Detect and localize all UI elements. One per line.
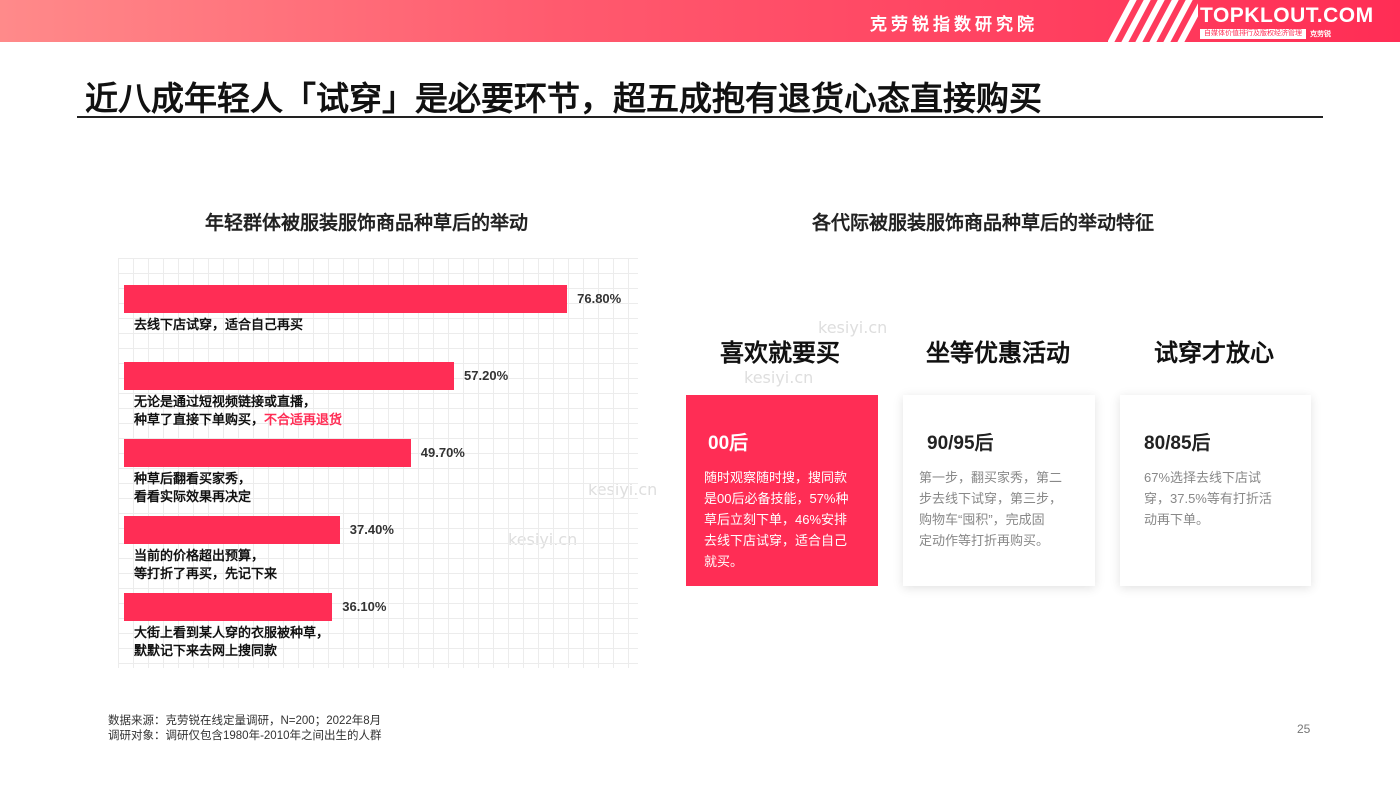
header-stripes-decoration: [1108, 0, 1198, 42]
category-line: 无论是通过短视频链接或直播，: [134, 394, 317, 409]
generation-label: 00后: [708, 433, 749, 454]
generation-heading-00: 喜欢就要买: [720, 340, 840, 367]
description-line: 步去线下试穿，第三步，: [919, 491, 1063, 506]
data-source-note: 数据来源：克劳锐在线定量调研，N=200；2022年8月: [108, 715, 382, 727]
bar-category-label: 种草后翻看买家秀， 看看实际效果再决定: [134, 470, 251, 506]
description-line: 动再下单。: [1144, 512, 1210, 527]
generation-heading-90: 坐等优惠活动: [926, 340, 1070, 367]
brand-sub-name: 克劳锐: [1310, 31, 1331, 38]
bar-category-label: 无论是通过短视频链接或直播， 种草了直接下单购买，不合适再退货: [134, 393, 342, 429]
page-title: 近八成年轻人「试穿」是必要环节，超五成抱有退货心态直接购买: [85, 80, 1042, 117]
category-line: 种草后翻看买家秀，: [134, 471, 252, 486]
left-chart-title: 年轻群体被服装服饰商品种草后的举动: [205, 213, 529, 234]
generation-label: 90/95后: [927, 433, 994, 454]
highlight-text: 不合适再退货: [264, 412, 343, 427]
generation-card-80: 80/85后 67%选择去线下店试 穿，37.5%等有打折活 动再下单。: [1120, 395, 1311, 586]
generation-description: 第一步，翻买家秀，第二 步去线下试穿，第三步， 购物车“囤积”，完成固 定动作等…: [919, 467, 1062, 551]
brand-tagline: 自媒体价值排行及版权经济管理: [1200, 29, 1306, 39]
bar-value-label: 36.10%: [342, 599, 387, 614]
category-line: 默默记下来去网上搜同款: [134, 643, 278, 658]
generation-description: 随时观察随时搜，搜同款 是00后必备技能，57%种 草后立刻下单，46%安排 去…: [704, 467, 848, 572]
category-line: 大街上看到某人穿的衣服被种草，: [134, 625, 330, 640]
description-line: 第一步，翻买家秀，第二: [919, 470, 1063, 485]
description-line: 草后立刻下单，46%安排: [704, 512, 848, 527]
category-line: 等打折了再买，先记下来: [134, 566, 278, 581]
generation-heading-80: 试穿才放心: [1154, 340, 1274, 367]
description-line: 67%选择去线下店试: [1144, 470, 1262, 485]
bar-category-label: 去线下店试穿，适合自己再买: [134, 316, 303, 334]
generation-description: 67%选择去线下店试 穿，37.5%等有打折活 动再下单。: [1144, 467, 1272, 530]
description-line: 穿，37.5%等有打折活: [1144, 491, 1272, 506]
header-org-name: 克劳锐指数研究院: [870, 15, 1038, 34]
brand-logo: TOPKLOUT.COM 自媒体价值排行及版权经济管理 克劳锐: [1200, 4, 1380, 39]
description-line: 购物车“囤积”，完成固: [919, 512, 1045, 527]
generation-card-90: 90/95后 第一步，翻买家秀，第二 步去线下试穿，第三步， 购物车“囤积”，完…: [903, 395, 1095, 586]
generation-label: 80/85后: [1144, 433, 1211, 454]
bar-value-label: 57.20%: [464, 368, 509, 383]
watermark-text: kesiyi.cn: [744, 368, 814, 387]
description-line: 随时观察随时搜，搜同款: [704, 470, 848, 485]
bar: [124, 439, 411, 467]
category-line: 种草了直接下单购买，不合适再退货: [134, 412, 343, 427]
bar: [124, 285, 568, 313]
watermark-text: kesiyi.cn: [818, 318, 888, 337]
bar-value-label: 37.40%: [349, 522, 394, 537]
bar-value-label: 76.80%: [577, 291, 622, 306]
brand-sub: 自媒体价值排行及版权经济管理 克劳锐: [1200, 29, 1380, 39]
bar: [124, 593, 333, 621]
page-number: 25: [1297, 722, 1311, 736]
category-line: 当前的价格超出预算，: [134, 548, 265, 563]
footer-notes: 数据来源：克劳锐在线定量调研，N=200；2022年8月 调研对象：调研仅包含1…: [108, 714, 382, 744]
description-line: 就买。: [704, 554, 744, 569]
title-divider: [77, 116, 1323, 118]
bar-category-label: 大街上看到某人穿的衣服被种草， 默默记下来去网上搜同款: [134, 624, 329, 660]
brand-name: TOPKLOUT.COM: [1200, 4, 1374, 27]
category-line: 去线下店试穿，适合自己再买: [134, 317, 304, 332]
bar: [124, 362, 455, 390]
right-section-title: 各代际被服装服饰商品种草后的举动特征: [812, 213, 1155, 234]
description-line: 去线下店试穿，适合自己: [704, 533, 848, 548]
bar: [124, 516, 340, 544]
survey-subject-note: 调研对象：调研仅包含1980年-2010年之间出生的人群: [108, 730, 382, 742]
generation-card-00: 00后 随时观察随时搜，搜同款 是00后必备技能，57%种 草后立刻下单，46%…: [686, 395, 878, 586]
category-line: 看看实际效果再决定: [134, 489, 252, 504]
bar-category-label: 当前的价格超出预算， 等打折了再买，先记下来: [134, 547, 277, 583]
description-line: 定动作等打折再购买。: [919, 533, 1050, 548]
description-line: 是00后必备技能，57%种: [704, 491, 849, 506]
bar-value-label: 49.70%: [420, 445, 465, 460]
